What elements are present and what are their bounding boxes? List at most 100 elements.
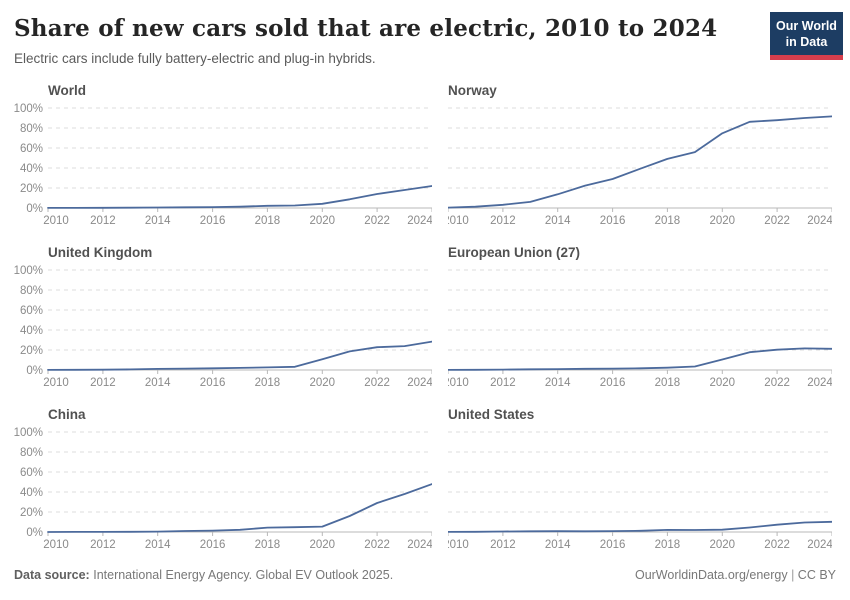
x-tick-label: 2010 — [448, 377, 469, 389]
x-tick-label: 2022 — [764, 215, 790, 227]
x-tick-label: 2018 — [255, 539, 281, 551]
x-tick-label: 2010 — [448, 539, 469, 551]
panel-title: United States — [448, 407, 535, 422]
x-tick-label: 2012 — [490, 215, 516, 227]
series-line — [47, 185, 432, 209]
x-tick-label: 2024 — [807, 377, 832, 389]
series-line — [47, 340, 432, 371]
footer: Data source: International Energy Agency… — [0, 568, 850, 582]
footer-separator: | — [787, 568, 798, 582]
x-tick-label: 2018 — [655, 215, 681, 227]
x-tick-label: 2024 — [407, 539, 432, 551]
x-tick-label: 2020 — [710, 215, 736, 227]
y-tick-label: 40% — [20, 325, 43, 337]
series-line — [448, 347, 832, 371]
x-tick-label: 2016 — [600, 539, 626, 551]
x-tick-label: 2018 — [255, 215, 281, 227]
data-source-label: Data source: — [14, 568, 90, 582]
y-tick-label: 80% — [20, 285, 43, 297]
x-tick-label: 2016 — [600, 377, 626, 389]
panel-title: Norway — [448, 83, 497, 98]
x-tick-label: 2012 — [490, 539, 516, 551]
line-chart-united-kingdom: 0% 20% 40% 60% 80% 100% 2010 2012 2014 2016 2018 20… — [14, 265, 432, 389]
x-tick-label: 2024 — [407, 377, 432, 389]
y-tick-label: 80% — [20, 447, 43, 459]
panel-title: European Union (27) — [448, 245, 581, 260]
y-tick-label: 60% — [20, 305, 43, 317]
x-tick-label: 2022 — [764, 377, 790, 389]
line-chart-world: 0% 20% 40% 60% 80% 100% 2010 2012 2014 2016 2018 20… — [14, 103, 432, 227]
y-tick-label: 60% — [20, 467, 43, 479]
x-tick-label: 2014 — [145, 539, 171, 551]
chart-panel-china: China 0% 20% 40% 60% 80% 100% 2010 2012 2014 2016… — [14, 406, 432, 556]
license-label: CC BY — [797, 568, 836, 582]
series-line — [448, 520, 832, 533]
x-tick-label: 2022 — [364, 215, 390, 227]
y-tick-label: 0% — [26, 527, 43, 539]
x-tick-label: 2010 — [43, 539, 69, 551]
x-tick-label: 2024 — [807, 539, 832, 551]
line-chart-china: 0% 20% 40% 60% 80% 100% 2010 2012 2014 2016 2018 20… — [14, 427, 432, 551]
chart-panel-european-union: European Union (27) 2010 2012 2014 2016 2018… — [448, 244, 832, 394]
x-tick-label: 2012 — [90, 215, 116, 227]
x-tick-label: 2022 — [364, 539, 390, 551]
x-tick-label: 2010 — [43, 377, 69, 389]
x-tick-label: 2020 — [710, 539, 736, 551]
logo-line-1: Our World — [776, 19, 837, 33]
x-tick-label: 2024 — [807, 215, 832, 227]
y-tick-label: 60% — [20, 143, 43, 155]
x-tick-label: 2018 — [255, 377, 281, 389]
x-tick-label: 2024 — [407, 215, 432, 227]
y-tick-label: 40% — [20, 163, 43, 175]
data-source: Data source: International Energy Agency… — [14, 568, 393, 582]
page-title: Share of new cars sold that are electric… — [14, 15, 718, 42]
x-tick-label: 2012 — [90, 539, 116, 551]
data-source-text: International Energy Agency. Global EV O… — [93, 568, 394, 582]
x-tick-label: 2016 — [200, 539, 226, 551]
series-line — [47, 483, 432, 533]
chart-panel-norway: Norway 2010 2012 2014 2016 2018 2020 2022 2024 — [448, 82, 832, 232]
y-tick-label: 0% — [26, 203, 43, 215]
y-tick-label: 20% — [20, 507, 43, 519]
y-tick-label: 20% — [20, 183, 43, 195]
x-tick-label: 2020 — [310, 377, 336, 389]
page-subtitle: Electric cars include fully battery-elec… — [14, 51, 376, 66]
chart-panel-united-states: United States 20102012201420162018202020… — [448, 406, 832, 556]
x-tick-label: 2014 — [545, 539, 571, 551]
x-tick-label: 2016 — [200, 377, 226, 389]
x-tick-label: 2010 — [43, 215, 69, 227]
x-tick-label: 2014 — [545, 215, 571, 227]
chart-panel-world: World 0% 20% 40% 60% 80% 100% 2010 2012 2014 2016… — [14, 82, 432, 232]
line-chart-united-states: 2010 2012 2014 2016 2018 2020 2022 2024 — [448, 431, 832, 551]
panel-title: World — [48, 83, 86, 98]
y-tick-label: 80% — [20, 123, 43, 135]
x-tick-label: 2022 — [764, 539, 790, 551]
x-tick-label: 2016 — [600, 215, 626, 227]
x-tick-label: 2016 — [200, 215, 226, 227]
y-tick-label: 100% — [14, 265, 43, 277]
line-chart-european-union: 2010 2012 2014 2016 2018 2020 2022 2024 — [448, 269, 832, 389]
panel-title: China — [48, 407, 86, 422]
x-tick-label: 2020 — [710, 377, 736, 389]
x-tick-label: 2014 — [145, 377, 171, 389]
x-tick-label: 2022 — [364, 377, 390, 389]
x-tick-label: 2020 — [310, 215, 336, 227]
chart-grid: World 0% 20% 40% 60% 80% 100% 2010 2012 2014 2016… — [0, 82, 850, 556]
header: Share of new cars sold that are electric… — [0, 0, 850, 68]
x-tick-label: 2012 — [90, 377, 116, 389]
x-tick-label: 2012 — [490, 377, 516, 389]
x-tick-label: 2010 — [448, 215, 469, 227]
x-tick-label: 2014 — [545, 377, 571, 389]
x-tick-label: 2018 — [655, 377, 681, 389]
x-tick-label: 2020 — [310, 539, 336, 551]
owid-logo: Our World in Data — [770, 12, 843, 60]
y-tick-label: 40% — [20, 487, 43, 499]
y-tick-label: 100% — [14, 427, 43, 439]
x-tick-label: 2018 — [655, 539, 681, 551]
line-chart-norway: 2010 2012 2014 2016 2018 2020 2022 2024 — [448, 107, 832, 227]
y-tick-label: 20% — [20, 345, 43, 357]
owid-url: OurWorldinData.org/energy — [634, 568, 788, 582]
y-tick-label: 0% — [26, 365, 43, 377]
x-tick-label: 2014 — [145, 215, 171, 227]
